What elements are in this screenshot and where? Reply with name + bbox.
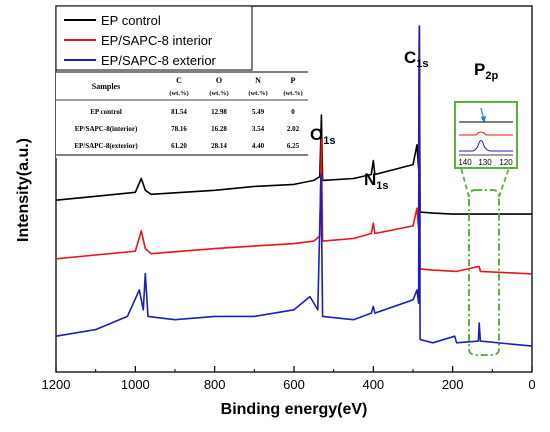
callout-connector-right: [498, 167, 510, 198]
legend-label-exterior: EP/SAPC-8 exterior: [101, 53, 217, 68]
legend-label-ep-control: EP control: [101, 13, 161, 28]
peak-label-c1s-sub: 1s: [416, 58, 428, 70]
inset-curve-exterior: [459, 140, 513, 152]
table-header-samples: Samples: [92, 82, 120, 91]
peak-label-p2p-main: P: [474, 60, 485, 79]
table-cell: 3.54: [252, 125, 265, 133]
table-unit-p: (wt.%): [283, 90, 302, 97]
peak-label-n1s-sub: 1s: [376, 180, 388, 192]
table-cell: 78.16: [171, 125, 187, 133]
x-tick-label: 1000: [121, 377, 150, 392]
table-cell: EP control: [90, 108, 122, 116]
table-unit-n: (wt.%): [248, 90, 267, 97]
p2p-pointer-arrowhead: [480, 116, 486, 123]
p2p-callout: 140 130 120: [454, 101, 518, 356]
series-line-exterior: [55, 25, 533, 347]
inset-tick-120: 120: [499, 158, 513, 167]
table-cell: EP/SAPC-8(exterior): [74, 142, 138, 150]
x-axis-title: Binding energy(eV): [221, 401, 368, 418]
x-tick-label: 200: [442, 377, 464, 392]
table-cell: 0: [291, 108, 295, 116]
peak-label-n1s: N1s: [364, 170, 389, 192]
table-header-n: N: [255, 76, 261, 85]
callout-connector-left: [460, 167, 470, 198]
x-tick-label: 0: [528, 377, 535, 392]
table-cell: 81.54: [171, 108, 187, 116]
x-tick-label: 1200: [42, 377, 71, 392]
series-line-interior: [55, 25, 533, 275]
peak-label-p2p: P2p: [474, 60, 498, 82]
peak-label-n1s-main: N: [364, 170, 376, 189]
peak-label-o1s: O1s: [310, 125, 335, 147]
series-layer: [55, 25, 533, 347]
table-unit-c: (wt.%): [169, 90, 188, 97]
inset-tick-140: 140: [458, 158, 472, 167]
composition-table: Samples C O N P (wt.%) (wt.%) (wt.%) (wt…: [56, 71, 308, 158]
table-cell: 16.28: [211, 125, 227, 133]
table-unit-o: (wt.%): [209, 90, 228, 97]
table-cell: EP/SAPC-8(interior): [75, 125, 138, 133]
x-tick-label: 800: [204, 377, 226, 392]
table-cell: 2.02: [287, 125, 300, 133]
table-header-o: O: [216, 76, 222, 85]
legend: EP control EP/SAPC-8 interior EP/SAPC-8 …: [55, 5, 253, 71]
peak-label-o1s-sub: 1s: [323, 135, 335, 147]
x-axis-ticks: 1200 1000 800 600 400 200 0: [42, 366, 536, 392]
table-cell: 61.20: [171, 142, 187, 150]
peak-label-p2p-sub: 2p: [485, 70, 498, 82]
table-header-c: C: [176, 76, 182, 85]
table-cell: 5.49: [252, 108, 265, 116]
table-header-p: P: [291, 76, 296, 85]
table-background: [56, 71, 308, 158]
dashed-region: [468, 189, 500, 356]
table-cell: 6.25: [287, 142, 300, 150]
y-axis-title: Intensity(a.u.): [15, 138, 32, 242]
peak-label-o1s-main: O: [310, 125, 323, 144]
table-cell: 4.40: [252, 142, 265, 150]
legend-label-interior: EP/SAPC-8 interior: [101, 33, 213, 48]
table-cell: 28.14: [211, 142, 227, 150]
peak-label-c1s-main: C: [404, 48, 416, 67]
x-tick-label: 600: [283, 377, 305, 392]
table-cell: 12.98: [211, 108, 227, 116]
inset-curve-interior: [459, 131, 513, 136]
peak-label-c1s: C1s: [404, 48, 429, 70]
x-tick-label: 400: [362, 377, 384, 392]
inset-tick-130: 130: [478, 158, 492, 167]
